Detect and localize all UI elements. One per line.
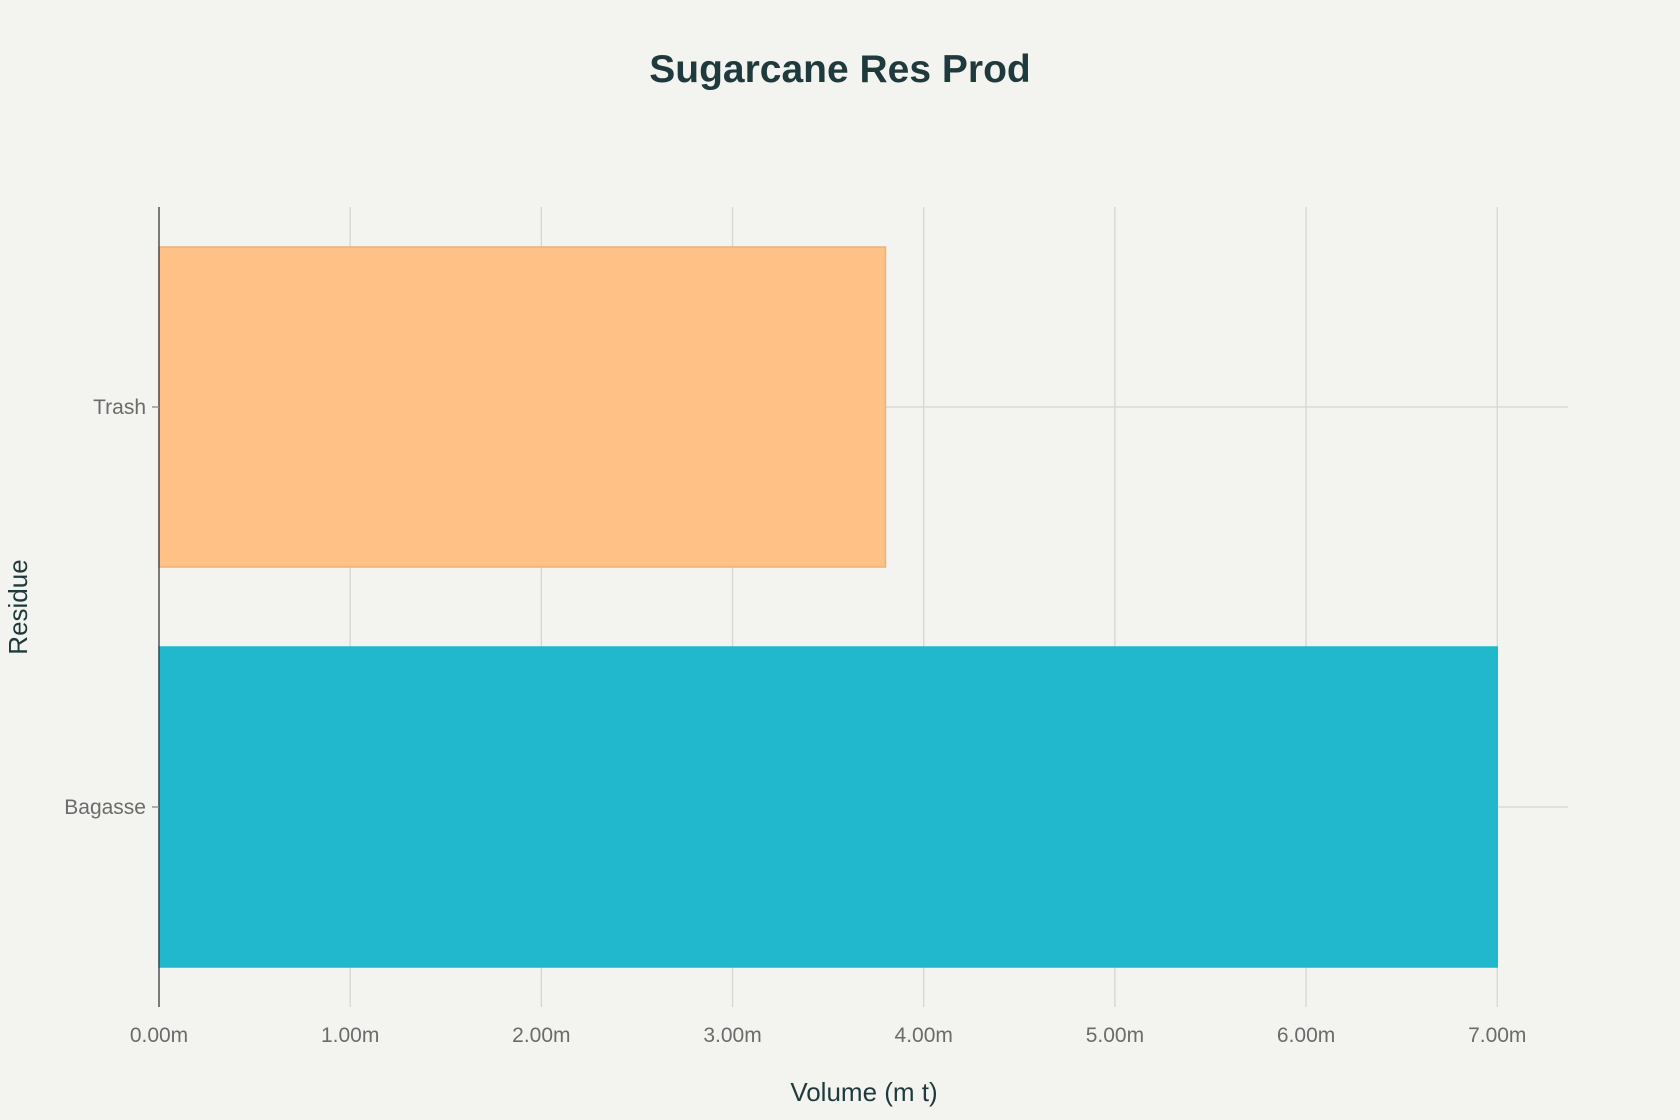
bar-trash[interactable] — [158, 246, 887, 568]
bars — [158, 246, 1499, 968]
x-tick-label: 7.00m — [1468, 1024, 1526, 1047]
y-tick-labels: Bagasse Trash — [64, 396, 159, 819]
y-tick-label: Bagasse — [64, 796, 146, 819]
x-tick-labels: 0.00m 1.00m 2.00m 3.00m 4.00m 5.00m 6.00m 7.00m — [130, 1024, 1527, 1047]
x-tick-label: 4.00m — [895, 1024, 953, 1047]
x-tick-label: 6.00m — [1277, 1024, 1335, 1047]
y-axis-title: Residue — [3, 559, 33, 654]
y-tick-label: Trash — [93, 396, 146, 419]
bar-bagasse[interactable] — [158, 646, 1499, 968]
x-tick-label: 5.00m — [1086, 1024, 1144, 1047]
x-tick-label: 1.00m — [321, 1024, 379, 1047]
x-tick-label: 3.00m — [703, 1024, 761, 1047]
x-tick-label: 0.00m — [130, 1024, 188, 1047]
x-axis-title: Volume (m t) — [790, 1077, 937, 1107]
x-tick-label: 2.00m — [512, 1024, 570, 1047]
chart-title: Sugarcane Res Prod — [649, 48, 1030, 91]
